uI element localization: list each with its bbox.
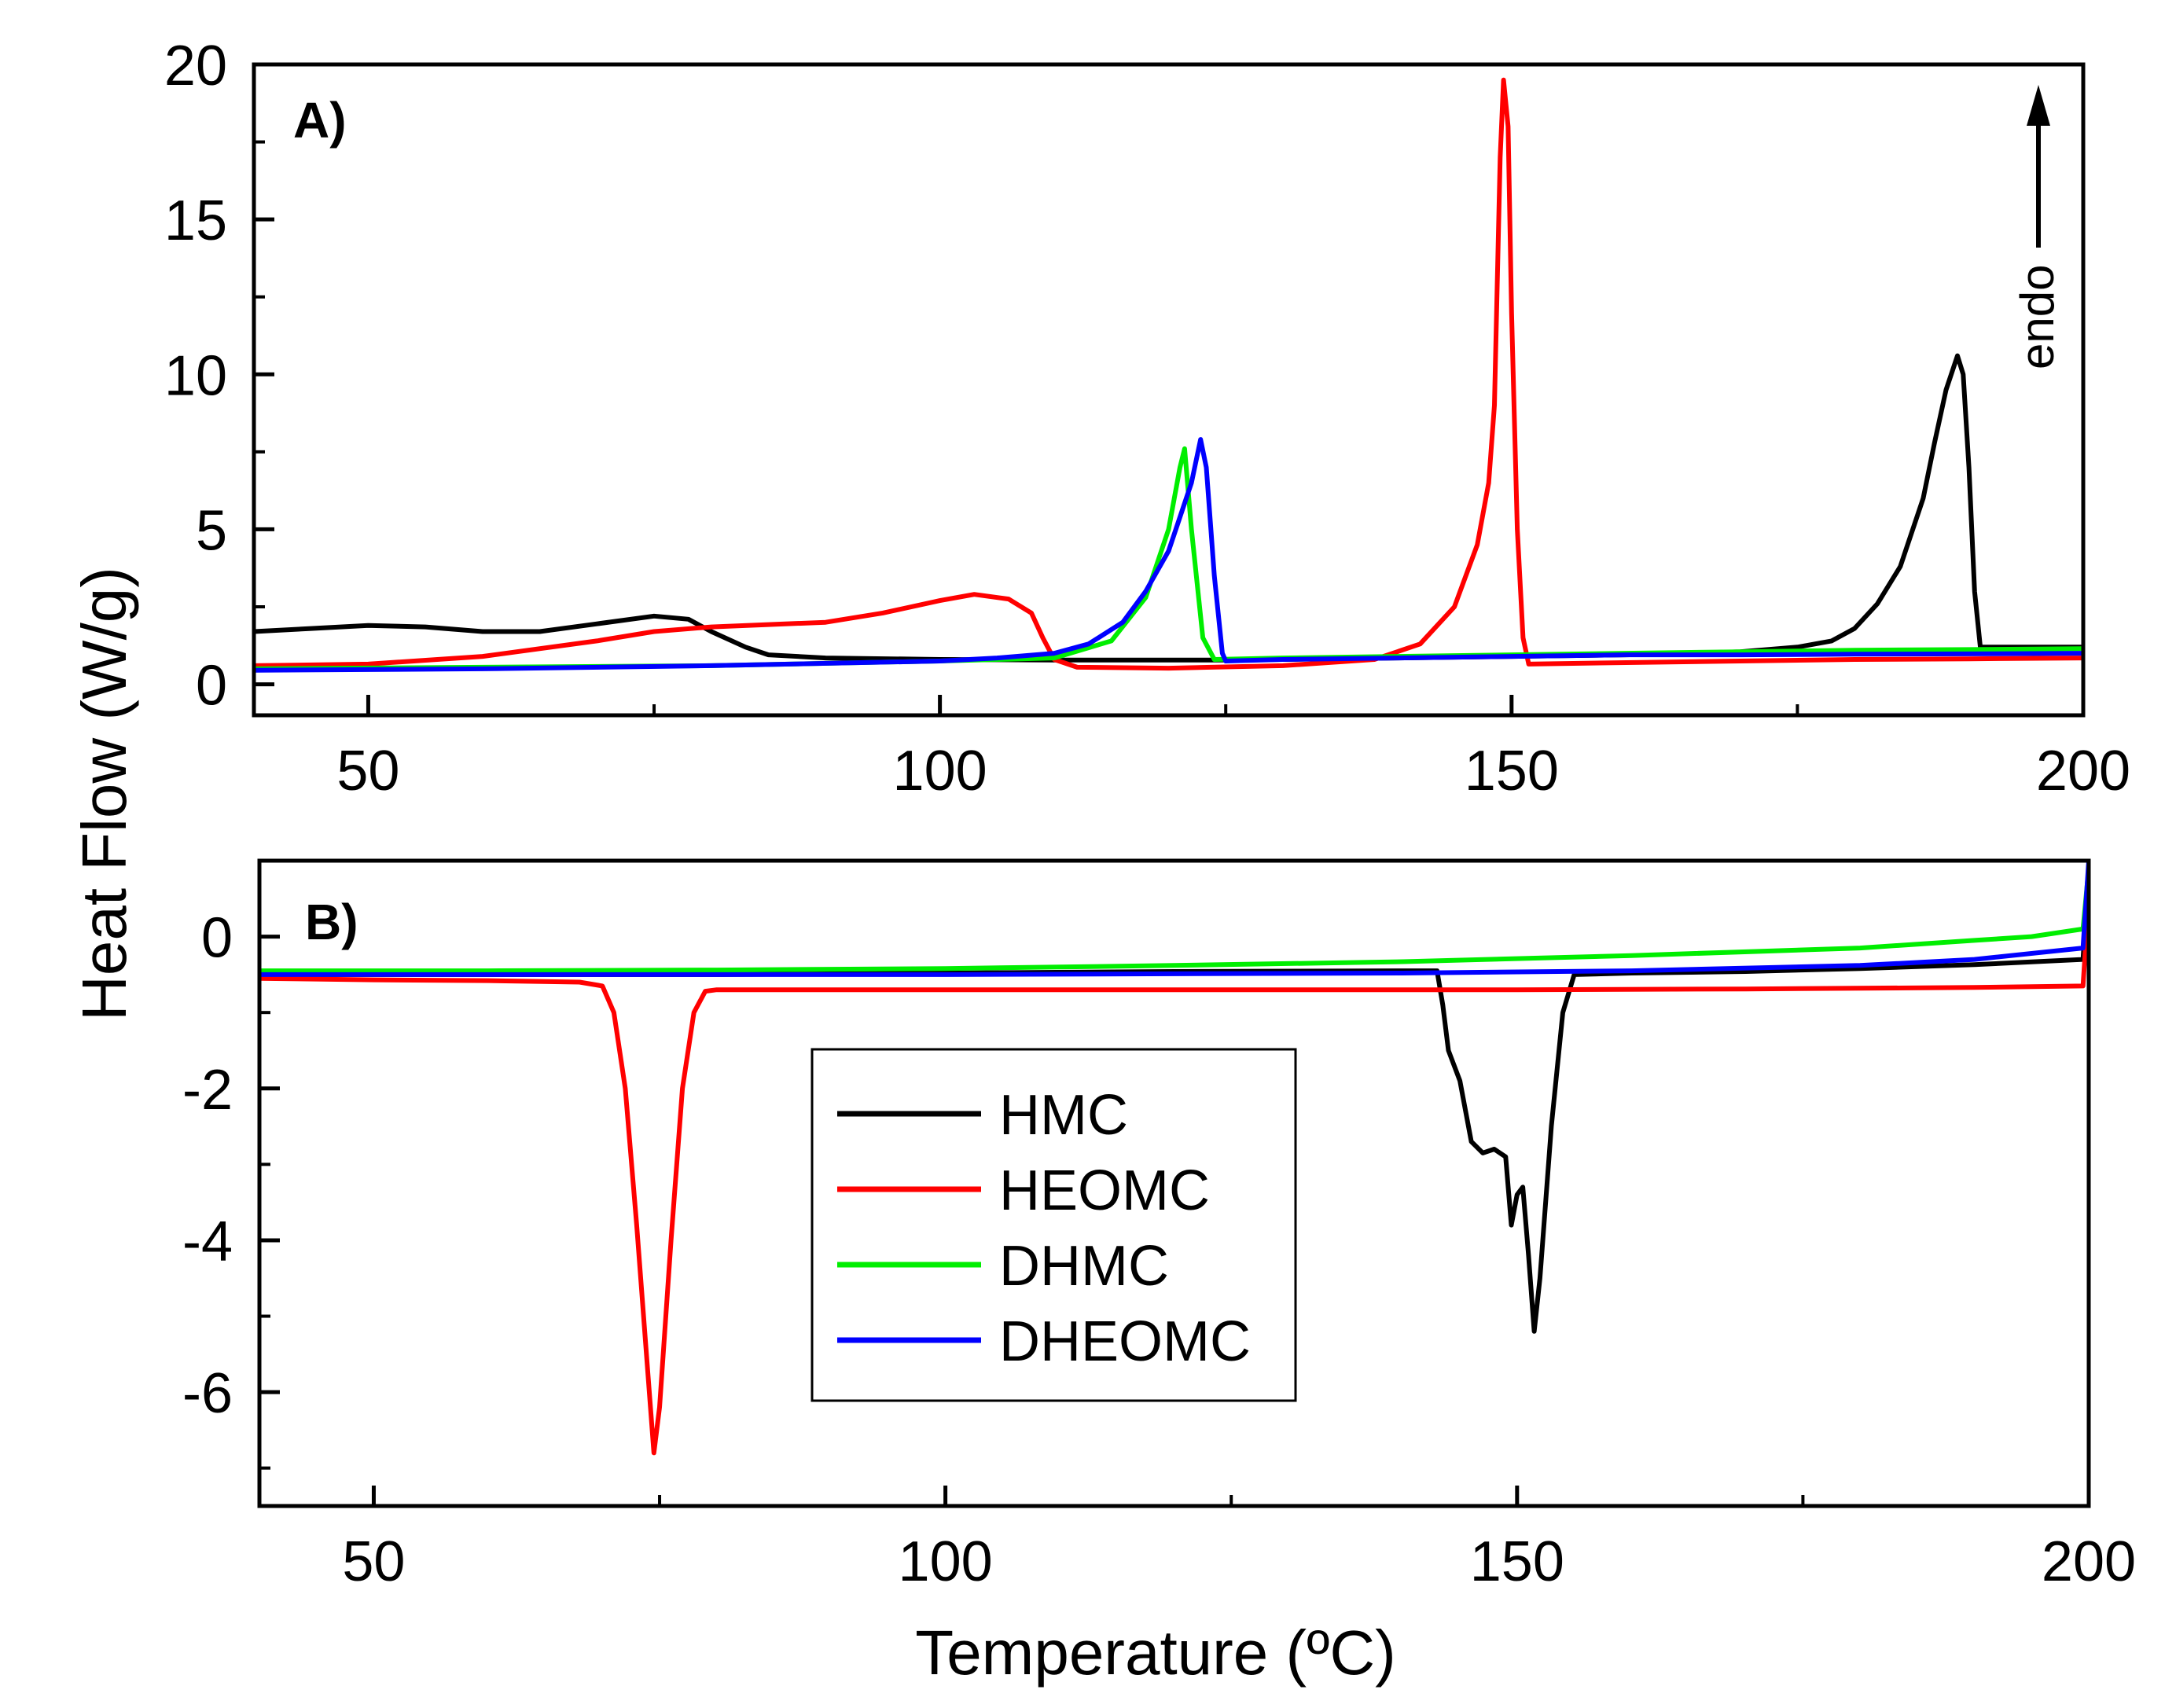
y-tick-label: 5 [196, 499, 227, 562]
y-tick-label: 20 [164, 35, 227, 97]
panel-a-series [254, 77, 2083, 673]
legend-label-hmc: HMC [999, 1084, 1128, 1147]
panel-a-label: A) [293, 92, 347, 149]
endo-annotation: endo [2011, 85, 2064, 369]
legend-label-dheomc: DHEOMC [999, 1310, 1251, 1373]
x-tick-label: 200 [2036, 740, 2130, 803]
y-tick-label: 10 [164, 344, 227, 407]
x-tick-label: 50 [342, 1530, 405, 1593]
panel-b-plot-frame [257, 858, 2091, 1508]
series-heomc-line [254, 77, 2083, 671]
series-dhmc-line [259, 865, 2089, 974]
panel-a-ticks: 50 100 150 200 0 5 10 15 20 [164, 35, 2130, 803]
series-dheomc-line [254, 437, 2083, 673]
series-hmc-line [254, 353, 2083, 663]
series-dheomc-line [259, 861, 2089, 977]
x-tick-label: 50 [336, 740, 399, 803]
legend-label-heomc: HEOMC [999, 1159, 1210, 1222]
series-dhmc-line [254, 446, 2083, 671]
panel-a: 50 100 150 200 0 5 10 15 20 A) endo [164, 35, 2130, 803]
x-tick-label: 150 [1465, 740, 1559, 803]
endo-arrow-head [2027, 85, 2050, 126]
panel-b-series [259, 861, 2089, 1456]
x-tick-label: 100 [893, 740, 987, 803]
panel-a-plot-frame [252, 62, 2086, 718]
y-tick-label: -4 [182, 1210, 233, 1273]
endo-label: endo [2011, 265, 2064, 369]
x-axis-title: Temperature (ºC) [915, 1618, 1396, 1688]
y-tick-label: -2 [182, 1059, 233, 1122]
panel-b-label: B) [305, 894, 358, 950]
x-tick-label: 150 [1470, 1530, 1564, 1593]
series-heomc-line [259, 896, 2089, 1456]
panel-b: 50 100 150 200 0 -2 -4 -6 B) HMC HEOMC DHMC DHEOMC [182, 858, 2136, 1593]
y-tick-label: 0 [201, 907, 233, 970]
y-tick-label: 15 [164, 189, 227, 252]
x-tick-label: 100 [899, 1530, 993, 1593]
legend: HMC HEOMC DHMC DHEOMC [810, 1048, 1297, 1402]
panel-b-ticks: 50 100 150 200 0 -2 -4 -6 [182, 859, 2136, 1593]
x-tick-label: 200 [2042, 1530, 2136, 1593]
y-tick-label: 0 [196, 655, 227, 718]
y-axis-title: Heat Flow (W/g) [69, 567, 139, 1021]
legend-label-dhmc: DHMC [999, 1235, 1169, 1298]
y-tick-label: -6 [182, 1362, 233, 1425]
